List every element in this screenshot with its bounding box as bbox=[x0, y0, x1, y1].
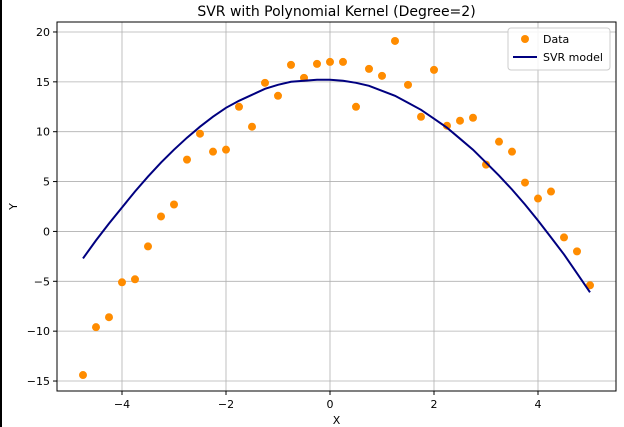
legend-box bbox=[507, 27, 611, 71]
x-tick-label: 0 bbox=[327, 398, 334, 411]
data-point bbox=[482, 160, 490, 169]
data-point bbox=[586, 281, 594, 290]
data-point bbox=[222, 145, 230, 154]
data-point bbox=[92, 323, 100, 332]
data-point bbox=[79, 371, 87, 380]
data-point bbox=[508, 147, 516, 156]
data-point bbox=[456, 116, 464, 125]
data-point bbox=[443, 121, 451, 130]
y-tick-label: 15 bbox=[36, 76, 50, 89]
data-point bbox=[391, 36, 399, 45]
data-point bbox=[261, 78, 269, 87]
x-axis-ticks: −4 −2 0 2 4 bbox=[114, 391, 542, 411]
data-point bbox=[170, 200, 178, 209]
axes-frame bbox=[56, 21, 617, 392]
data-point bbox=[534, 194, 542, 203]
grid-lines bbox=[57, 22, 616, 391]
legend-marker-data bbox=[521, 35, 529, 43]
legend-label-data: Data bbox=[543, 33, 569, 46]
data-point bbox=[547, 187, 555, 196]
x-tick-label: −2 bbox=[218, 398, 234, 411]
data-point bbox=[573, 247, 581, 256]
data-point bbox=[560, 233, 568, 242]
y-tick-label: 0 bbox=[43, 225, 50, 238]
data-point bbox=[365, 64, 373, 73]
x-tick-label: 4 bbox=[535, 398, 542, 411]
data-point bbox=[326, 57, 334, 66]
y-axis-label: Y bbox=[7, 203, 20, 211]
data-point bbox=[352, 102, 360, 111]
data-point bbox=[339, 57, 347, 66]
y-tick-label: 5 bbox=[43, 176, 50, 189]
y-tick-label: 10 bbox=[36, 126, 50, 139]
svr-model-line bbox=[82, 78, 591, 293]
data-point bbox=[131, 275, 139, 284]
legend: Data SVR model bbox=[507, 27, 611, 71]
data-point bbox=[248, 122, 256, 131]
x-tick-label: −4 bbox=[114, 398, 130, 411]
data-point bbox=[378, 71, 386, 80]
data-point bbox=[417, 112, 425, 121]
y-tick-label: −5 bbox=[34, 275, 50, 288]
data-point bbox=[313, 59, 321, 68]
x-axis-label: X bbox=[333, 414, 341, 427]
data-point bbox=[157, 212, 165, 221]
data-point bbox=[183, 155, 191, 164]
legend-label-svr-model: SVR model bbox=[543, 51, 603, 64]
data-point bbox=[144, 242, 152, 251]
data-point bbox=[495, 137, 503, 146]
data-point bbox=[235, 102, 243, 111]
data-point bbox=[209, 147, 217, 156]
x-tick-label: 2 bbox=[431, 398, 438, 411]
data-point bbox=[118, 278, 126, 287]
chart-title: SVR with Polynomial Kernel (Degree=2) bbox=[197, 4, 475, 20]
y-axis-ticks: −15 −10 −5 0 5 10 15 20 bbox=[27, 26, 57, 388]
data-point bbox=[404, 80, 412, 89]
data-point bbox=[196, 129, 204, 138]
data-point bbox=[105, 313, 113, 322]
window-edge bbox=[0, 0, 2, 427]
data-point bbox=[274, 91, 282, 100]
y-tick-label: −10 bbox=[27, 325, 50, 338]
y-tick-label: −15 bbox=[27, 375, 50, 388]
data-point bbox=[430, 65, 438, 74]
y-tick-label: 20 bbox=[36, 26, 50, 39]
data-point bbox=[521, 178, 529, 187]
plot-area bbox=[79, 36, 594, 380]
data-point bbox=[469, 113, 477, 122]
data-point bbox=[287, 60, 295, 69]
